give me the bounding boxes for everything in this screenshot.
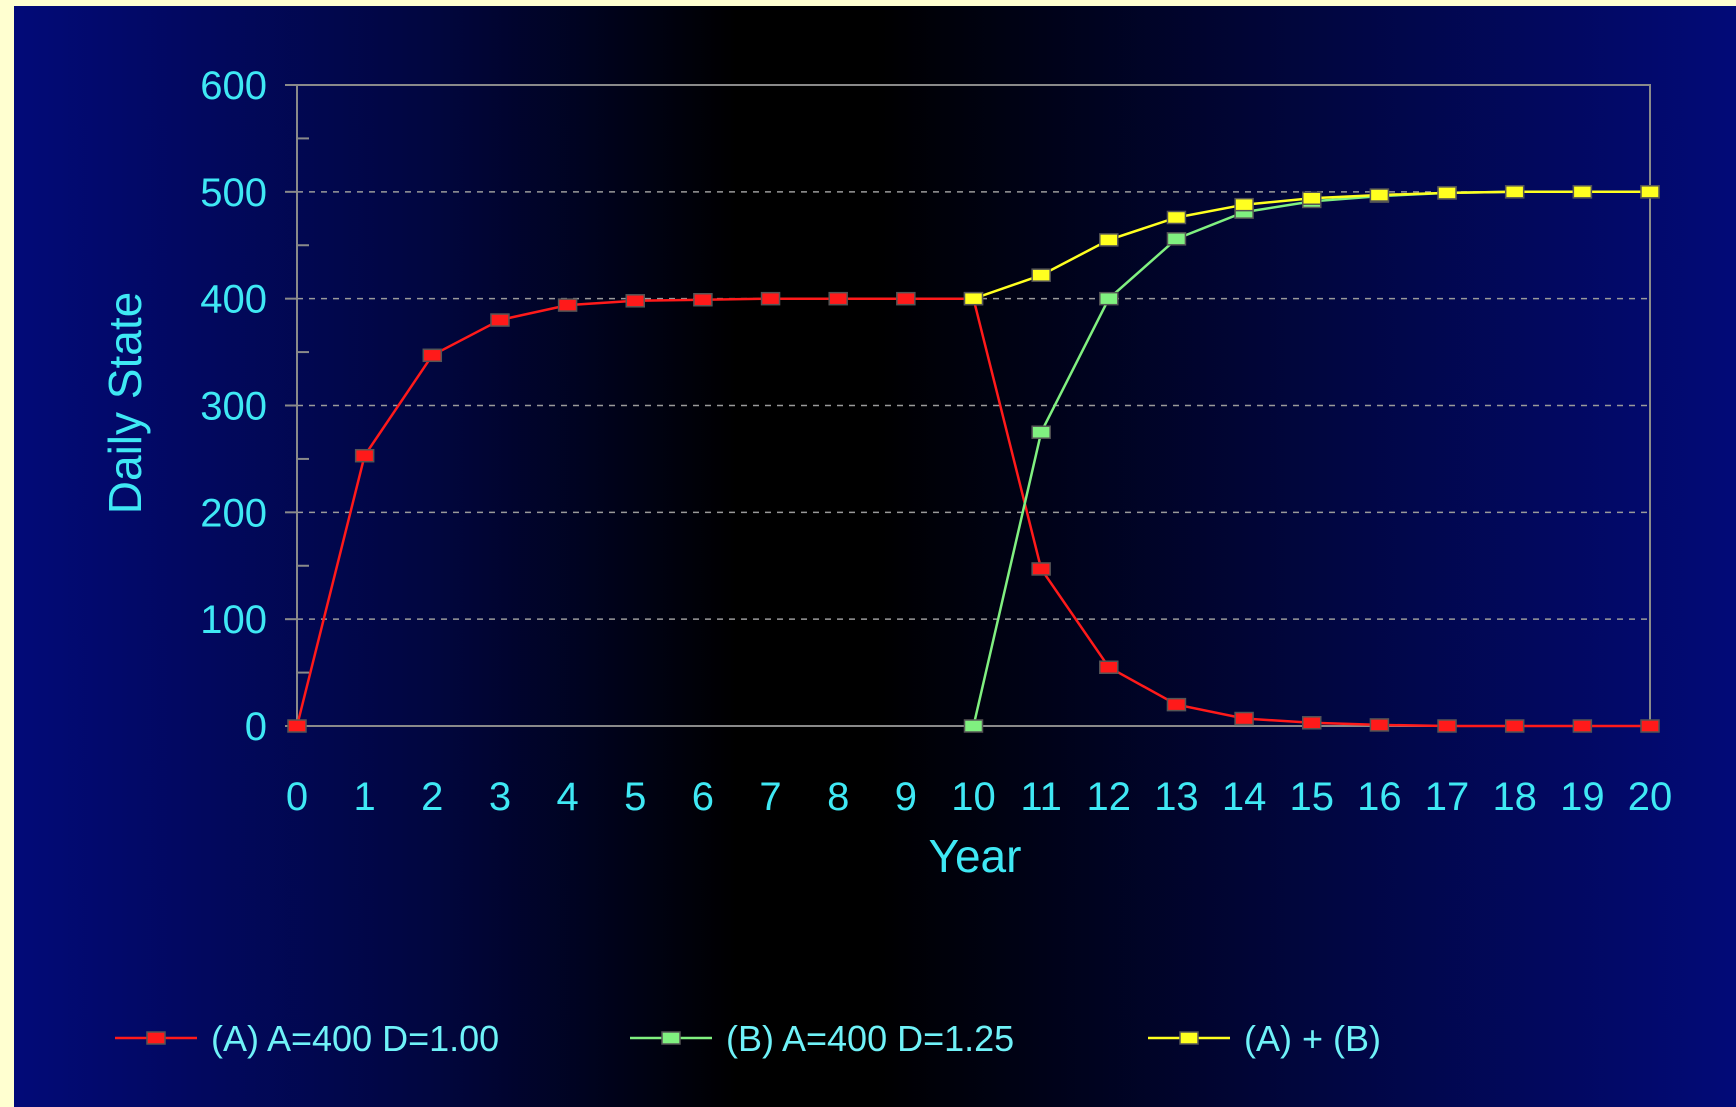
data-point	[1640, 185, 1660, 199]
x-tick-label: 16	[1357, 775, 1402, 819]
data-point	[963, 719, 984, 733]
x-tick-label: 17	[1425, 775, 1470, 819]
data-point	[1031, 562, 1051, 576]
data-point	[1099, 233, 1119, 247]
legend-item-2: (B) A=400 D=1.25	[630, 1018, 1014, 1059]
legend-label: (A) + (B)	[1244, 1018, 1381, 1059]
x-tick-label: 6	[692, 775, 714, 819]
data-point	[625, 294, 645, 308]
y-tick-label: 300	[200, 385, 267, 429]
data-point	[1166, 232, 1187, 246]
data-point	[1031, 425, 1051, 439]
data-point	[1302, 191, 1322, 205]
data-point	[354, 448, 375, 463]
data-point	[1504, 719, 1525, 733]
legend-label: (B) A=400 D=1.25	[726, 1018, 1014, 1059]
x-tick-label: 3	[489, 775, 511, 819]
series-2	[963, 185, 1660, 733]
data-point	[963, 291, 984, 306]
x-tick-label: 14	[1222, 775, 1267, 819]
y-tick-label: 200	[200, 491, 267, 535]
data-point	[1099, 291, 1119, 306]
legend-item-1: (A) A=400 D=1.00	[115, 1018, 499, 1059]
data-point	[1437, 186, 1457, 200]
x-tick-label: 5	[624, 775, 646, 819]
x-tick-label: 15	[1290, 775, 1335, 819]
data-point	[760, 291, 781, 306]
x-tick-label: 1	[354, 775, 376, 819]
data-point	[1099, 660, 1119, 674]
series-3	[963, 185, 1660, 306]
data-point	[490, 313, 510, 327]
x-tick-label: 12	[1087, 775, 1132, 819]
data-point	[1572, 185, 1593, 199]
data-point	[896, 291, 916, 306]
data-point	[1640, 719, 1660, 733]
x-tick-label: 13	[1154, 775, 1199, 819]
data-point	[1166, 210, 1187, 225]
legend-swatch-marker	[661, 1031, 681, 1045]
x-tick-label: 11	[1020, 775, 1062, 819]
data-point	[1234, 197, 1254, 212]
y-tick-label: 600	[200, 64, 267, 108]
series-line	[972, 190, 1650, 727]
x-tick-label: 0	[286, 775, 308, 819]
x-tick-label: 10	[951, 775, 996, 819]
x-tick-label: 8	[827, 775, 849, 819]
data-point	[1302, 716, 1322, 730]
gridlines	[297, 191, 1650, 620]
data-point	[557, 298, 578, 312]
legend-swatch-marker	[1179, 1031, 1199, 1045]
data-point	[1572, 719, 1593, 733]
y-tick-label: 100	[200, 598, 267, 642]
data-point	[693, 292, 713, 307]
x-axis-title: Year	[929, 830, 1022, 882]
y-tick-label: 500	[200, 171, 267, 215]
data-point	[1369, 718, 1390, 732]
data-point	[1031, 268, 1051, 282]
x-tick-label: 7	[759, 775, 781, 819]
y-axis-title: Daily State	[99, 292, 151, 514]
x-tick-label: 18	[1492, 775, 1537, 819]
data-point	[287, 719, 307, 733]
x-tick-label: 2	[421, 775, 443, 819]
y-tick-label: 400	[200, 278, 267, 322]
data-point	[1437, 719, 1457, 733]
y-tick-label: 0	[245, 705, 267, 749]
x-tick-label: 20	[1628, 775, 1673, 819]
data-point	[422, 348, 443, 363]
x-tick-label: 19	[1560, 775, 1605, 819]
x-tick-label: 4	[556, 775, 578, 819]
data-point	[1369, 188, 1390, 202]
data-point	[1166, 697, 1187, 712]
legend-swatch-marker	[146, 1031, 166, 1045]
legend-item-3: (A) + (B)	[1148, 1018, 1381, 1059]
data-point	[828, 291, 848, 306]
series-lines	[287, 185, 1660, 733]
legend: (A) A=400 D=1.00 (B) A=400 D=1.25 (A) + (B…	[115, 1018, 1381, 1059]
x-tick-label: 9	[895, 775, 917, 819]
legend-label: (A) A=400 D=1.00	[211, 1018, 499, 1059]
data-point	[1234, 711, 1254, 726]
data-point	[1504, 185, 1525, 199]
